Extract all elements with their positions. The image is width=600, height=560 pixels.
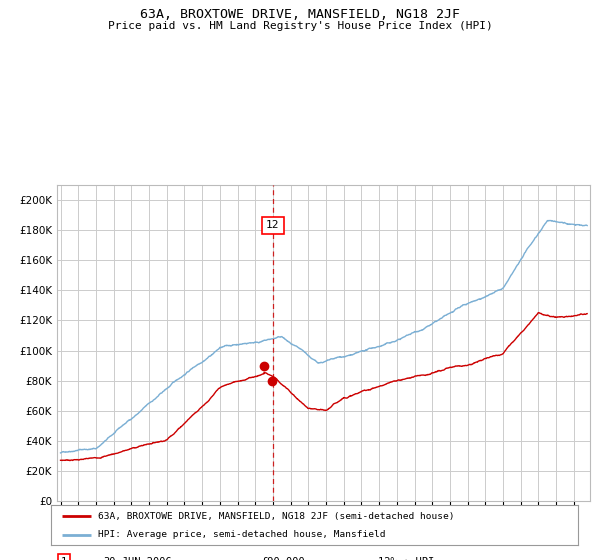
Text: 12: 12: [266, 221, 280, 231]
Text: 12% ↓ HPI: 12% ↓ HPI: [377, 557, 434, 560]
Text: 63A, BROXTOWE DRIVE, MANSFIELD, NG18 2JF (semi-detached house): 63A, BROXTOWE DRIVE, MANSFIELD, NG18 2JF…: [98, 511, 455, 520]
Text: £90,000: £90,000: [262, 557, 305, 560]
Text: 1: 1: [61, 557, 67, 560]
Text: HPI: Average price, semi-detached house, Mansfield: HPI: Average price, semi-detached house,…: [98, 530, 386, 539]
Text: Price paid vs. HM Land Registry's House Price Index (HPI): Price paid vs. HM Land Registry's House …: [107, 21, 493, 31]
Text: 30-JUN-2006: 30-JUN-2006: [104, 557, 172, 560]
Text: 63A, BROXTOWE DRIVE, MANSFIELD, NG18 2JF: 63A, BROXTOWE DRIVE, MANSFIELD, NG18 2JF: [140, 8, 460, 21]
